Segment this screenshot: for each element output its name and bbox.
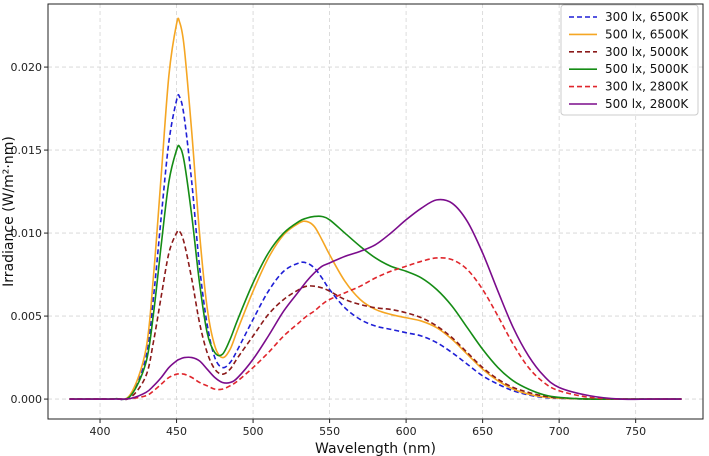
x-tick-label: 400 — [90, 425, 111, 438]
series-line — [69, 257, 682, 401]
x-tick-label: 750 — [625, 425, 646, 438]
y-tick-label: 0.015 — [11, 144, 43, 157]
legend-label: 500 lx, 5000K — [605, 62, 689, 76]
x-tick-label: 500 — [243, 425, 264, 438]
y-tick-label: 0.005 — [11, 310, 43, 323]
x-tick-label: 700 — [549, 425, 570, 438]
x-tick-label: 650 — [472, 425, 493, 438]
plot-frame — [47, 3, 704, 420]
series-line — [69, 93, 682, 401]
x-axis-label: Wavelength (nm) — [315, 441, 436, 456]
x-axis: 400 450 500 550 600 650 700 750 — [90, 419, 646, 438]
x-tick-label: 600 — [396, 425, 417, 438]
legend-label: 300 lx, 2800K — [605, 80, 689, 94]
series-line — [69, 229, 682, 401]
legend-box — [560, 4, 699, 116]
y-tick-label: 0.010 — [11, 227, 43, 240]
legend-label: 300 lx, 6500K — [605, 10, 689, 24]
legend-label: 500 lx, 6500K — [605, 27, 689, 41]
series-line — [69, 144, 682, 401]
series-line — [69, 198, 682, 401]
x-tick-label: 550 — [319, 425, 340, 438]
x-tick-label: 450 — [166, 425, 187, 438]
legend: 300 lx, 6500K 500 lx, 6500K 300 lx, 5000K 5… — [560, 4, 699, 116]
legend-label: 300 lx, 5000K — [605, 45, 689, 59]
y-axis-label: Irradiance (W/m²·nm) — [1, 136, 17, 287]
series-line — [69, 17, 682, 401]
series-layer — [69, 17, 682, 401]
y-tick-label: 0.000 — [11, 393, 43, 406]
y-axis: 0.000 0.005 0.010 0.015 0.020 — [11, 61, 48, 406]
y-tick-label: 0.020 — [11, 61, 43, 74]
legend-label: 500 lx, 2800K — [605, 97, 689, 111]
